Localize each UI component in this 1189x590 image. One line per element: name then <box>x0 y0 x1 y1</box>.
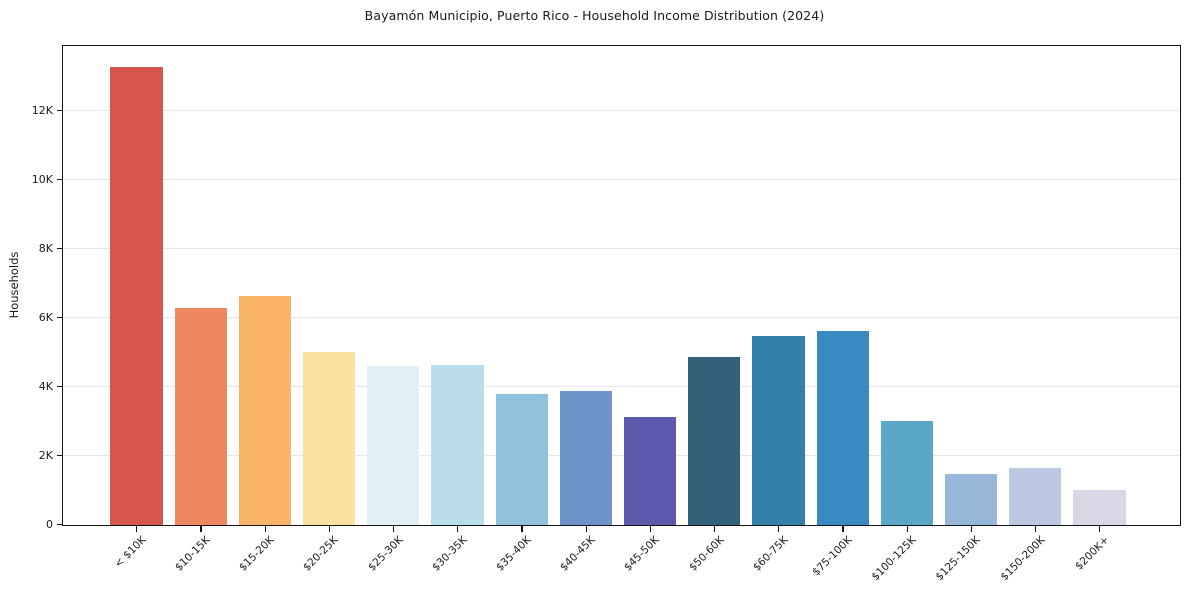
chart-title: Bayamón Municipio, Puerto Rico - Househo… <box>364 8 825 23</box>
x-tick-mark-$150-200K <box>1035 526 1037 532</box>
x-tick-label-$75-100K: $75-100K <box>810 534 855 579</box>
y-tick-mark-8K <box>56 248 62 250</box>
x-tick-mark-$60-75K <box>778 526 780 532</box>
x-tick-label-$30-35K: $30-35K <box>429 534 470 574</box>
x-tick-label-< $10K: < $10K <box>112 534 149 571</box>
x-tick-label-$125-150K: $125-150K <box>933 534 983 584</box>
x-tick-mark-$100-125K <box>906 526 908 532</box>
bar-$100-125K <box>880 420 934 525</box>
gridline-10K <box>63 179 1180 181</box>
y-tick-label-10K: 10K <box>31 172 53 186</box>
x-tick-mark-$200K+ <box>1099 526 1101 532</box>
x-tick-mark-$25-30K <box>393 526 395 532</box>
gridline-8K <box>63 248 1180 250</box>
bar-$20-25K <box>303 352 356 525</box>
bar-$60-75K <box>752 335 805 525</box>
gridline-4K <box>63 386 1180 388</box>
y-tick-mark-4K <box>56 386 62 388</box>
bar-$45-50K <box>624 417 677 525</box>
x-tick-label-$35-40K: $35-40K <box>493 534 534 574</box>
x-tick-label-$15-20K: $15-20K <box>237 534 277 574</box>
x-tick-label-$20-25K: $20-25K <box>301 534 341 574</box>
x-tick-label-$150-200K: $150-200K <box>998 534 1048 584</box>
x-tick-mark-$20-25K <box>328 526 331 532</box>
bar-$150-200K <box>1009 468 1062 525</box>
gridline-12K <box>63 110 1180 112</box>
bar-$75-100K <box>816 330 869 525</box>
y-tick-label-2K: 2K <box>38 448 53 462</box>
bar-$30-35K <box>431 364 484 525</box>
x-tick-mark-$15-20K <box>264 526 266 532</box>
bar-$15-20K <box>238 295 292 525</box>
bar-< $10K <box>110 66 163 525</box>
x-tick-mark-$10-15K <box>200 526 202 532</box>
bar-$25-30K <box>367 365 420 525</box>
y-tick-mark-2K <box>56 455 62 457</box>
bar-$125-150K <box>945 474 998 525</box>
x-tick-mark-$125-150K <box>970 526 973 532</box>
x-tick-label-$200K+: $200K+ <box>1072 534 1112 573</box>
y-tick-mark-10K <box>56 179 62 181</box>
x-tick-label-$40-45K: $40-45K <box>558 534 598 574</box>
x-tick-label-$10-15K: $10-15K <box>172 534 213 574</box>
y-axis-label: Households <box>7 251 21 319</box>
bar-$200K+ <box>1073 489 1126 525</box>
gridline-2K <box>63 455 1180 457</box>
x-tick-mark-$35-40K <box>521 526 523 532</box>
bar-$10-15K <box>174 308 227 525</box>
x-tick-mark-$50-60K <box>714 526 716 532</box>
x-tick-mark-< $10K <box>136 526 138 532</box>
y-tick-mark-6K <box>56 317 62 319</box>
x-tick-mark-$75-100K <box>842 526 844 532</box>
x-tick-mark-$45-50K <box>649 526 652 532</box>
y-tick-label-12K: 12K <box>31 103 53 117</box>
y-tick-label-6K: 6K <box>38 310 53 324</box>
y-tick-mark-0 <box>56 524 62 526</box>
y-tick-label-8K: 8K <box>38 241 53 255</box>
y-tick-label-4K: 4K <box>38 379 53 393</box>
x-tick-mark-$40-45K <box>585 526 587 532</box>
gridline-6K <box>63 317 1180 319</box>
x-tick-label-$25-30K: $25-30K <box>365 534 406 574</box>
plot-area <box>62 45 1181 526</box>
bar-$50-60K <box>688 357 741 525</box>
x-tick-label-$100-125K: $100-125K <box>869 534 919 584</box>
y-tick-label-0: 0 <box>46 517 53 531</box>
x-tick-mark-$30-35K <box>457 526 459 532</box>
bar-$40-45K <box>559 391 613 525</box>
y-tick-mark-12K <box>56 110 62 112</box>
x-tick-label-$50-60K: $50-60K <box>686 534 727 574</box>
x-tick-label-$60-75K: $60-75K <box>750 534 791 574</box>
bar-$35-40K <box>495 393 548 525</box>
x-tick-label-$45-50K: $45-50K <box>622 534 662 574</box>
